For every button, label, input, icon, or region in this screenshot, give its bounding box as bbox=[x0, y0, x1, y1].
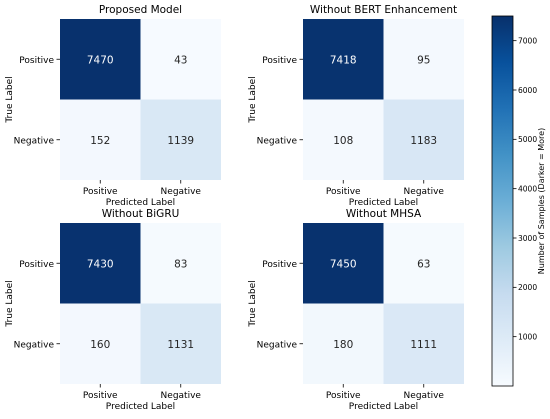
x-tick-label: Positive bbox=[326, 187, 361, 197]
heatmap-cell bbox=[140, 19, 221, 100]
heatmap-cell bbox=[140, 99, 221, 180]
colorbar-tick-label: 7000 bbox=[518, 36, 537, 45]
heatmap-cell bbox=[383, 19, 464, 100]
panel-title: Without BERT Enhancement bbox=[310, 4, 457, 16]
panel-title: Without MHSA bbox=[346, 208, 422, 220]
cell-value-label: 1131 bbox=[167, 339, 194, 351]
cell-value-label: 160 bbox=[90, 339, 110, 351]
x-axis-label: Predicted Label bbox=[349, 402, 418, 412]
heatmap-cell bbox=[140, 223, 221, 304]
heatmap-cell bbox=[383, 99, 464, 180]
cell-value-label: 7450 bbox=[330, 258, 357, 270]
colorbar-tick-label: 4000 bbox=[518, 184, 537, 193]
colorbar-tick-label: 3000 bbox=[518, 234, 537, 243]
panel-title: Without BiGRU bbox=[102, 208, 180, 220]
heatmap-cell bbox=[383, 223, 464, 304]
cell-value-label: 7470 bbox=[87, 54, 114, 66]
colorbar-label: Number of Samples (Darker = More) bbox=[537, 128, 546, 274]
cell-value-label: 43 bbox=[174, 54, 187, 66]
heatmap-cell bbox=[303, 303, 384, 384]
x-axis-label: Predicted Label bbox=[349, 198, 418, 208]
cell-value-label: 180 bbox=[333, 339, 353, 351]
panel-title: Proposed Model bbox=[99, 4, 182, 16]
heatmap-cell bbox=[140, 303, 221, 384]
cell-value-label: 7418 bbox=[330, 54, 357, 66]
x-tick-label: Negative bbox=[404, 187, 445, 197]
x-axis-label: Predicted Label bbox=[106, 402, 175, 412]
colorbar-tick-label: 1000 bbox=[518, 332, 537, 341]
heatmap-cell bbox=[303, 99, 384, 180]
cell-value-label: 63 bbox=[417, 258, 430, 270]
y-tick-label: Positive bbox=[19, 260, 54, 270]
heatmap-cell bbox=[60, 19, 141, 100]
colorbar-tick-label: 2000 bbox=[518, 283, 537, 292]
cell-value-label: 1183 bbox=[410, 135, 437, 147]
heatmap-cell bbox=[60, 99, 141, 180]
colorbar-tick-label: 6000 bbox=[518, 86, 537, 95]
heatmap-cell bbox=[303, 223, 384, 304]
cell-value-label: 95 bbox=[417, 54, 430, 66]
x-tick-label: Positive bbox=[326, 391, 361, 401]
heatmap-cell bbox=[303, 19, 384, 100]
x-axis-label: Predicted Label bbox=[106, 198, 175, 208]
cell-value-label: 152 bbox=[90, 135, 110, 147]
y-tick-label: Negative bbox=[257, 340, 298, 350]
y-axis-label: True Label bbox=[5, 76, 15, 123]
colorbar bbox=[491, 15, 514, 387]
y-axis-label: True Label bbox=[5, 280, 15, 327]
y-tick-label: Positive bbox=[262, 260, 297, 270]
y-tick-label: Positive bbox=[262, 56, 297, 66]
heatmap-cell bbox=[60, 303, 141, 384]
y-tick-label: Positive bbox=[19, 56, 54, 66]
y-axis-label: True Label bbox=[248, 280, 258, 327]
x-tick-label: Negative bbox=[161, 391, 202, 401]
x-tick-label: Positive bbox=[83, 187, 118, 197]
cell-value-label: 83 bbox=[174, 258, 187, 270]
colorbar-tick-label: 5000 bbox=[518, 135, 537, 144]
y-tick-label: Negative bbox=[257, 136, 298, 146]
cell-value-label: 7430 bbox=[87, 258, 114, 270]
heatmap-cell bbox=[383, 303, 464, 384]
cell-value-label: 108 bbox=[333, 135, 353, 147]
cell-value-label: 1111 bbox=[410, 339, 437, 351]
y-tick-label: Negative bbox=[14, 340, 55, 350]
y-axis-label: True Label bbox=[248, 76, 258, 123]
cell-value-label: 1139 bbox=[167, 135, 194, 147]
x-tick-label: Positive bbox=[83, 391, 118, 401]
x-tick-label: Negative bbox=[404, 391, 445, 401]
y-tick-label: Negative bbox=[14, 136, 55, 146]
x-tick-label: Negative bbox=[161, 187, 202, 197]
heatmap-cell bbox=[60, 223, 141, 304]
